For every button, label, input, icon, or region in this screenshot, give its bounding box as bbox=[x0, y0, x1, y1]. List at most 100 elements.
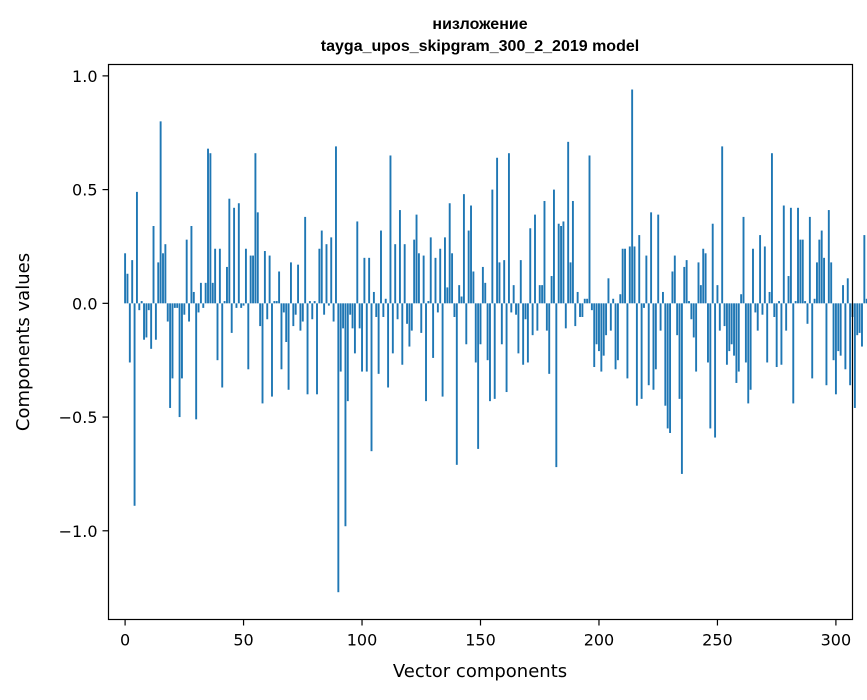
bar-243 bbox=[699, 285, 702, 304]
x-axis-label: Vector components bbox=[393, 661, 567, 682]
bar-178 bbox=[545, 303, 548, 331]
bar-101 bbox=[363, 257, 366, 304]
bar-127 bbox=[425, 303, 427, 402]
bar-30 bbox=[195, 303, 198, 420]
bar-272 bbox=[768, 291, 771, 304]
bar-62 bbox=[271, 303, 273, 397]
plot-frame bbox=[107, 63, 854, 621]
bar-107 bbox=[377, 303, 380, 374]
bar-123 bbox=[415, 214, 418, 304]
bar-48 bbox=[237, 203, 240, 304]
bar-100 bbox=[361, 303, 363, 372]
bar-105 bbox=[372, 291, 375, 304]
bar-153 bbox=[486, 303, 489, 361]
bar-55 bbox=[254, 153, 257, 304]
bar-208 bbox=[616, 303, 619, 361]
bar-154 bbox=[489, 303, 491, 402]
bar-305 bbox=[846, 278, 849, 304]
bar-231 bbox=[671, 271, 674, 304]
y-axis-label: Components values bbox=[13, 253, 34, 431]
bar-294 bbox=[820, 230, 823, 304]
bar-91 bbox=[339, 303, 342, 372]
bar-168 bbox=[522, 303, 525, 365]
bar-157 bbox=[496, 157, 499, 304]
bar-45 bbox=[230, 303, 233, 333]
bar-187 bbox=[567, 141, 570, 304]
bar-135 bbox=[444, 237, 446, 304]
bar-109 bbox=[382, 303, 385, 317]
bar-245 bbox=[704, 253, 707, 304]
bar-58 bbox=[261, 303, 264, 404]
bar-11 bbox=[150, 303, 153, 349]
bar-74 bbox=[299, 303, 302, 331]
bar-95 bbox=[349, 303, 352, 315]
bar-311 bbox=[861, 303, 863, 347]
bar-198 bbox=[593, 303, 596, 368]
bar-221 bbox=[647, 303, 650, 386]
bar-173 bbox=[534, 214, 536, 304]
bar-47 bbox=[235, 303, 238, 308]
bar-54 bbox=[252, 255, 254, 304]
bar-85 bbox=[325, 244, 328, 304]
bar-114 bbox=[394, 244, 397, 304]
bar-50 bbox=[242, 303, 245, 306]
bar-25 bbox=[183, 303, 186, 315]
bar-140 bbox=[455, 303, 458, 465]
bar-185 bbox=[562, 221, 565, 304]
bar-117 bbox=[401, 303, 404, 365]
bar-222 bbox=[650, 212, 653, 304]
bar-129 bbox=[429, 237, 432, 304]
bar-27 bbox=[188, 303, 191, 322]
x-tick-label: 200 bbox=[584, 631, 615, 650]
bar-238 bbox=[688, 301, 690, 304]
bar-290 bbox=[811, 303, 814, 379]
bar-191 bbox=[576, 291, 579, 304]
bar-246 bbox=[707, 303, 709, 363]
bar-266 bbox=[754, 303, 757, 313]
bar-194 bbox=[583, 298, 586, 304]
bar-128 bbox=[427, 301, 430, 304]
bar-6 bbox=[138, 303, 141, 311]
bar-201 bbox=[600, 303, 603, 372]
bar-274 bbox=[773, 303, 776, 317]
bar-258 bbox=[735, 303, 738, 383]
bar-87 bbox=[330, 237, 333, 304]
bar-199 bbox=[595, 303, 598, 345]
bar-270 bbox=[763, 246, 766, 304]
bar-46 bbox=[233, 207, 236, 304]
bar-161 bbox=[505, 303, 508, 393]
bar-131 bbox=[434, 257, 437, 304]
bar-227 bbox=[662, 291, 664, 304]
bar-89 bbox=[335, 146, 337, 304]
bar-98 bbox=[356, 221, 359, 304]
bars-group bbox=[124, 89, 867, 593]
bar-77 bbox=[306, 303, 309, 395]
bar-271 bbox=[766, 303, 769, 363]
bar-188 bbox=[569, 262, 572, 304]
bar-239 bbox=[690, 303, 693, 320]
bar-232 bbox=[673, 255, 676, 304]
bar-218 bbox=[640, 303, 643, 399]
bar-193 bbox=[581, 303, 584, 317]
bar-160 bbox=[503, 260, 506, 304]
bar-170 bbox=[526, 303, 529, 363]
bar-144 bbox=[465, 303, 468, 345]
bar-216 bbox=[635, 303, 638, 406]
bar-262 bbox=[744, 303, 747, 363]
bar-104 bbox=[370, 303, 373, 452]
bar-260 bbox=[740, 294, 743, 304]
bar-261 bbox=[742, 216, 745, 304]
bar-141 bbox=[458, 285, 461, 304]
bar-3 bbox=[131, 260, 134, 304]
bar-10 bbox=[147, 303, 150, 311]
bar-26 bbox=[185, 239, 188, 304]
bar-83 bbox=[320, 230, 323, 304]
bar-166 bbox=[517, 303, 520, 354]
bar-79 bbox=[311, 303, 314, 320]
bar-8 bbox=[143, 303, 145, 340]
bar-20 bbox=[171, 303, 174, 379]
bar-184 bbox=[560, 226, 563, 304]
bar-17 bbox=[164, 244, 167, 304]
bar-279 bbox=[785, 303, 788, 331]
